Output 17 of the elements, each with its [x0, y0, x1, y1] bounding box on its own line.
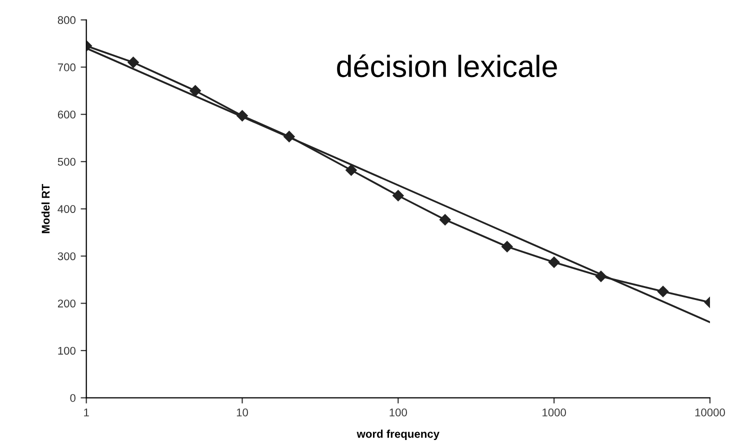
y-tick-label: 800 [58, 16, 76, 24]
y-tick-label: 200 [58, 300, 76, 308]
x-tick-label: 10000 [695, 408, 725, 416]
y-axis-title: Model RT [41, 184, 50, 234]
x-tick-label: 1000 [542, 408, 566, 416]
x-tick-label: 1 [84, 408, 89, 416]
x-axis-title: word frequency [356, 430, 440, 440]
y-tick-label: 0 [70, 394, 76, 402]
y-tick-label: 300 [58, 252, 76, 260]
y-tick-label: 500 [58, 158, 76, 166]
x-tick-label: 10 [236, 408, 248, 416]
y-tick-label: 100 [58, 346, 76, 355]
y-tick-label: 400 [58, 205, 76, 213]
x-tick-label: 100 [390, 408, 407, 416]
y-tick-label: 600 [58, 110, 76, 119]
text: décision lexicale [337, 54, 557, 78]
y-tick-label: 700 [58, 63, 76, 72]
